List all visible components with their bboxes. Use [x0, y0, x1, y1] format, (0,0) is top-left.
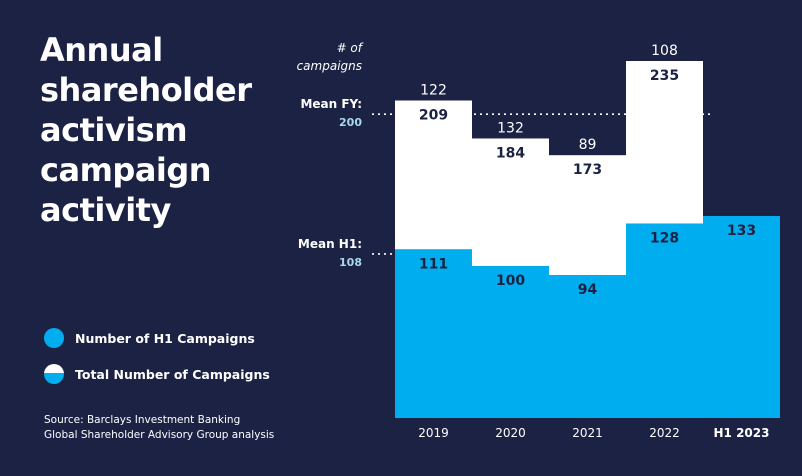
- x-tick-label: H1 2023: [714, 426, 770, 440]
- bar-h1: [703, 215, 780, 418]
- legend-item-h1: Number of H1 Campaigns: [44, 326, 270, 350]
- data-label-h1: 100: [496, 273, 525, 289]
- bar-h1: [395, 249, 472, 418]
- bar-h1: [549, 275, 626, 418]
- title-line: Annual: [40, 31, 163, 69]
- source-line: Source: Barclays Investment Banking: [44, 414, 241, 426]
- legend-label: Number of H1 Campaigns: [75, 330, 255, 346]
- legend: Number of H1 Campaigns Total Number of C…: [44, 326, 270, 398]
- data-label-total: 184: [496, 145, 525, 161]
- data-label-h1: 111: [419, 256, 448, 272]
- reference-line-value: 200: [339, 116, 362, 129]
- title-line: activity: [40, 191, 171, 229]
- chart-title: Annual shareholder activism campaign act…: [40, 30, 280, 230]
- data-label-h1: 133: [727, 223, 756, 239]
- bar-h1: [472, 266, 549, 418]
- x-tick-label: 2021: [572, 426, 603, 440]
- data-label-h1: 128: [650, 231, 679, 247]
- data-label-total: 235: [650, 68, 679, 84]
- x-tick-label: 2022: [649, 426, 680, 440]
- source-note: Source: Barclays Investment Banking Glob…: [44, 413, 274, 443]
- y-axis-label: # of: [337, 41, 364, 55]
- data-label-h2: 89: [579, 137, 597, 153]
- bar-h1: [626, 223, 703, 418]
- data-label-h1: 94: [578, 282, 598, 298]
- half-filled-circle-icon: [44, 364, 64, 384]
- filled-circle-icon: [44, 328, 64, 348]
- bar-total: [626, 61, 703, 224]
- data-label-h2: 132: [497, 120, 524, 136]
- x-tick-label: 2020: [495, 426, 526, 440]
- x-tick-label: 2019: [418, 426, 449, 440]
- source-line: Global Shareholder Advisory Group analys…: [44, 429, 275, 441]
- data-label-total: 173: [573, 162, 602, 178]
- legend-label: Total Number of Campaigns: [75, 366, 270, 382]
- title-line: shareholder: [40, 71, 252, 109]
- reference-line-label: Mean H1:: [298, 237, 362, 251]
- reference-line-value: 108: [339, 256, 362, 269]
- bar-total: [395, 100, 472, 250]
- data-label-total: 209: [419, 107, 448, 123]
- y-axis-label: campaigns: [297, 59, 362, 73]
- reference-line-label: Mean FY:: [300, 97, 362, 111]
- bar-total: [472, 138, 549, 267]
- title-line: activism: [40, 111, 188, 149]
- title-line: campaign: [40, 151, 212, 189]
- data-label-h2: 108: [651, 43, 678, 59]
- data-label-h2: 122: [420, 82, 447, 98]
- bar-total: [549, 155, 626, 276]
- legend-item-total: Total Number of Campaigns: [44, 362, 270, 386]
